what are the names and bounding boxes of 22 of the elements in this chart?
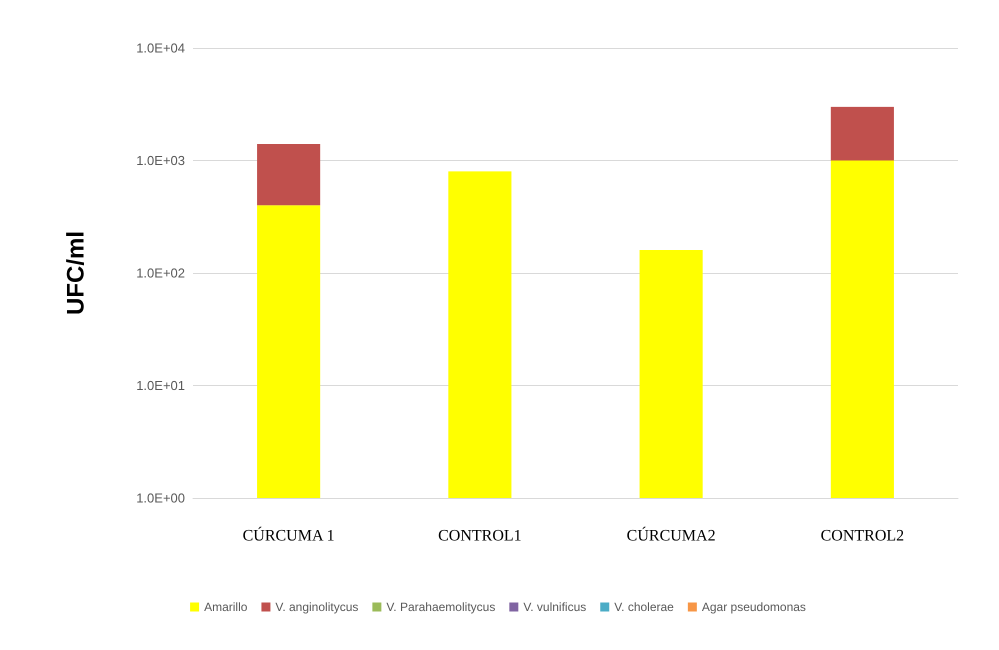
bar [448,171,512,498]
legend-label: Agar pseudomonas [702,600,806,614]
legend-label: V. Parahaemolitycus [386,600,496,614]
legend-label: Amarillo [204,600,248,614]
x-tick-label: CÚRCUMA 1 [242,526,335,544]
legend-label: V. cholerae [614,600,674,614]
bar [257,205,320,498]
x-tick-label: CONTROL1 [438,528,522,544]
x-tick-label: CÚRCUMA2 [626,526,716,544]
legend-label: V. vulnificus [523,600,586,614]
y-tick-label: 1.0E+01 [136,378,185,393]
bar [640,250,703,498]
bar [257,144,320,206]
bar [830,106,894,160]
y-tick-label: 1.0E+04 [136,40,185,56]
legend-label: V. anginolitycus [275,600,358,614]
x-tick-label: CONTROL2 [820,528,904,544]
y-tick-label: 1.0E+02 [136,266,185,280]
bar [830,160,894,498]
y-axis-title: UFC/ml [62,231,90,315]
y-tick-label: 1.0E+03 [136,153,185,168]
y-tick-label: 1.0E+00 [136,490,185,506]
